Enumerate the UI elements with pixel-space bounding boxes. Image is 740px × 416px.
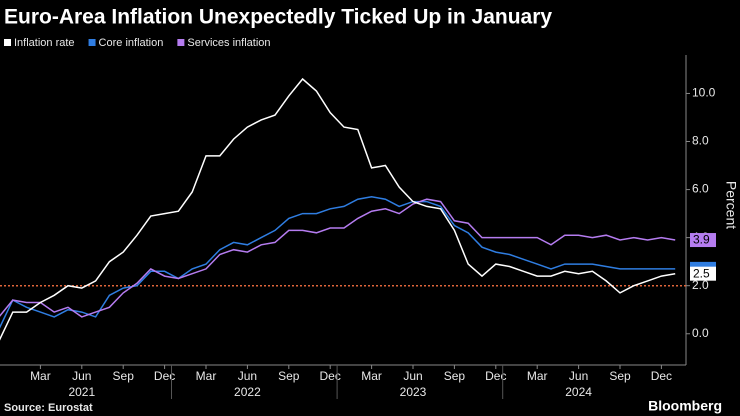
x-tick-label: Dec: [651, 369, 672, 383]
end-tag: [690, 266, 716, 281]
x-tick-label: Sep: [609, 369, 631, 383]
x-tick-label: Jun: [238, 369, 257, 383]
legend-swatch: [4, 39, 11, 46]
x-tick-label: Dec: [485, 369, 506, 383]
y-tick-label: 10.0: [692, 86, 716, 100]
x-tick-label: Jun: [569, 369, 588, 383]
end-label: 2.5: [693, 266, 710, 280]
y-axis-label: Percent: [723, 181, 739, 229]
legend-label: Core inflation: [99, 37, 164, 49]
x-tick-label: Dec: [154, 369, 175, 383]
x-tick-label: Mar: [196, 369, 217, 383]
legend-swatch: [88, 39, 96, 46]
series-line: [0, 77, 676, 341]
legend-label: Inflation rate: [14, 37, 75, 49]
chart-title: Euro-Area Inflation Unexpectedly Ticked …: [4, 6, 552, 29]
x-tick-label: Mar: [527, 369, 548, 383]
year-label: 2024: [565, 385, 592, 399]
end-label: 3.9: [693, 233, 710, 247]
y-tick-label: 6.0: [692, 182, 709, 196]
x-tick-label: Mar: [361, 369, 382, 383]
x-tick-label: Sep: [113, 369, 135, 383]
legend-label: Services inflation: [187, 37, 270, 49]
y-tick-label: 0.0: [692, 326, 709, 340]
x-tick-label: Sep: [278, 369, 300, 383]
year-label: 2022: [234, 385, 261, 399]
x-tick-label: Jun: [403, 369, 422, 383]
x-tick-label: Mar: [30, 369, 51, 383]
x-tick-label: Dec: [320, 369, 341, 383]
legend-swatch: [177, 39, 185, 46]
source: Source: Eurostat: [4, 402, 93, 414]
x-tick-label: Sep: [444, 369, 466, 383]
year-label: 2023: [400, 385, 427, 399]
x-tick-label: Jun: [72, 369, 91, 383]
year-label: 2021: [68, 385, 95, 399]
y-tick-label: 2.0: [692, 278, 709, 292]
series-line: [0, 196, 676, 329]
series-line: [0, 198, 676, 318]
y-tick-label: 8.0: [692, 134, 709, 148]
end-tag: [690, 233, 716, 248]
brand: Bloomberg: [648, 398, 722, 414]
